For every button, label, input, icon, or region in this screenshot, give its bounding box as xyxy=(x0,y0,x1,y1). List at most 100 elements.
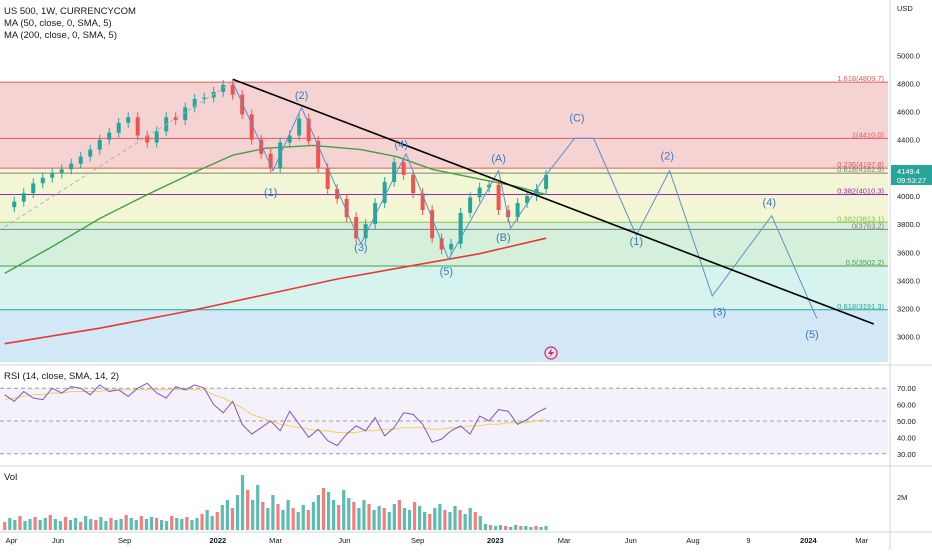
price-tick-label: 3800.0 xyxy=(897,220,920,229)
volume-bar xyxy=(154,518,159,530)
volume-bar xyxy=(89,519,93,530)
volume-bar xyxy=(3,522,7,530)
candle-body xyxy=(21,193,26,202)
candle-body xyxy=(439,238,444,250)
time-tick-label: Mar xyxy=(269,536,282,545)
volume-bar xyxy=(382,508,386,530)
volume-bar xyxy=(342,490,346,530)
wave-label: (C) xyxy=(569,112,584,124)
time-tick-label: 2024 xyxy=(800,536,818,545)
candle-body xyxy=(192,98,197,108)
rsi-pane[interactable] xyxy=(0,382,888,455)
volume-bar xyxy=(443,510,447,530)
price-tick-label: 3200.0 xyxy=(897,305,920,314)
volume-bar xyxy=(48,515,52,530)
candle-body xyxy=(240,94,245,115)
ma50-legend[interactable]: MA (50, close, 0, SMA, 5) xyxy=(4,18,112,29)
wave-label: (1) xyxy=(630,236,643,248)
volume-bar xyxy=(337,505,341,530)
candle-body xyxy=(401,162,406,175)
wave-label: (2) xyxy=(660,150,673,162)
volume-bar xyxy=(332,500,336,530)
volume-bar xyxy=(392,504,396,530)
candle-body xyxy=(306,118,311,142)
candle-body xyxy=(506,210,511,218)
price-tick-label: 5000.0 xyxy=(897,51,920,60)
dashed-connector xyxy=(4,81,233,228)
volume-bar xyxy=(58,521,63,530)
volume-bar xyxy=(372,510,376,530)
fib-zone xyxy=(0,168,888,223)
volume-bar xyxy=(377,506,381,530)
lightning-icon xyxy=(548,348,554,358)
wave-label: (3) xyxy=(354,242,367,254)
wave-label: (A) xyxy=(491,153,506,165)
candle-body xyxy=(69,163,74,170)
price-tick-label: 4600.0 xyxy=(897,108,920,117)
fib-label: 0.5(3502.2) xyxy=(846,258,885,267)
volume-bar xyxy=(291,508,295,530)
candle-body xyxy=(487,184,492,188)
volume-bar xyxy=(13,520,17,530)
volume-bar xyxy=(488,525,493,530)
volume-bar xyxy=(84,516,88,530)
volume-bar xyxy=(423,512,427,530)
wave-label: (5) xyxy=(440,266,453,278)
volume-bar xyxy=(73,518,78,530)
candle-body xyxy=(477,187,482,198)
volume-bar xyxy=(357,508,361,530)
volume-bar xyxy=(43,518,47,530)
candle-body xyxy=(268,153,273,168)
ma200-line xyxy=(4,237,547,345)
volume-bar xyxy=(524,526,528,530)
volume-bar xyxy=(438,504,442,530)
volume-bar xyxy=(200,514,204,530)
time-tick-label: 9 xyxy=(746,536,750,545)
candle-body xyxy=(107,132,112,140)
volume-bar xyxy=(367,504,371,530)
volume-bar xyxy=(321,488,326,530)
candle-body xyxy=(116,122,121,133)
volume-legend[interactable]: Vol xyxy=(4,472,18,483)
volume-bar xyxy=(210,516,214,530)
time-tick-label: Mar xyxy=(855,536,868,545)
candle-body xyxy=(382,181,387,204)
fib-zone xyxy=(0,309,888,362)
time-tick-label: Jun xyxy=(338,536,350,545)
volume-bar xyxy=(94,520,98,530)
ma200-legend[interactable]: MA (200, close, 0, SMA, 5) xyxy=(4,30,117,41)
candle-body xyxy=(392,162,397,182)
fib-label: 0.236(4197.8) xyxy=(837,160,884,169)
candle-body xyxy=(344,198,349,218)
rsi-legend[interactable]: RSI (14, close, SMA, 14, 2) xyxy=(4,371,120,382)
volume-bar xyxy=(271,495,275,530)
volume-bar xyxy=(68,520,73,530)
fib-label: 0.382(4010.3) xyxy=(837,187,884,196)
candle-body xyxy=(316,141,321,168)
volume-bar xyxy=(539,527,543,530)
volume-bar xyxy=(387,512,391,530)
volume-bar xyxy=(79,522,83,530)
volume-bar xyxy=(240,475,245,530)
volume-bar xyxy=(412,502,417,530)
price-pane[interactable]: 1.618(4809.7)1(4410.0)0.236(4197.8)0.618… xyxy=(0,74,888,362)
volume-bar xyxy=(190,520,194,530)
candle-body xyxy=(202,97,207,99)
candle-body xyxy=(534,188,539,196)
volume-bar xyxy=(251,500,255,530)
wave-label: (4) xyxy=(763,197,776,209)
candle-body xyxy=(325,167,330,189)
volume-bar xyxy=(225,500,229,530)
volume-bar xyxy=(266,508,270,530)
volume-bar xyxy=(104,521,108,530)
symbol-title[interactable]: US 500, 1W, CURRENCYCOM xyxy=(4,6,136,17)
volume-bar xyxy=(286,500,290,530)
last-price-countdown: 09:53:27 xyxy=(897,176,926,185)
candle-body xyxy=(221,84,226,92)
time-tick-label: Jun xyxy=(52,536,64,545)
volume-bar xyxy=(352,502,356,530)
volume-pane[interactable] xyxy=(3,475,548,530)
rsi-tick-label: 50.00 xyxy=(897,417,916,426)
price-tick-label: 4000.0 xyxy=(897,192,920,201)
